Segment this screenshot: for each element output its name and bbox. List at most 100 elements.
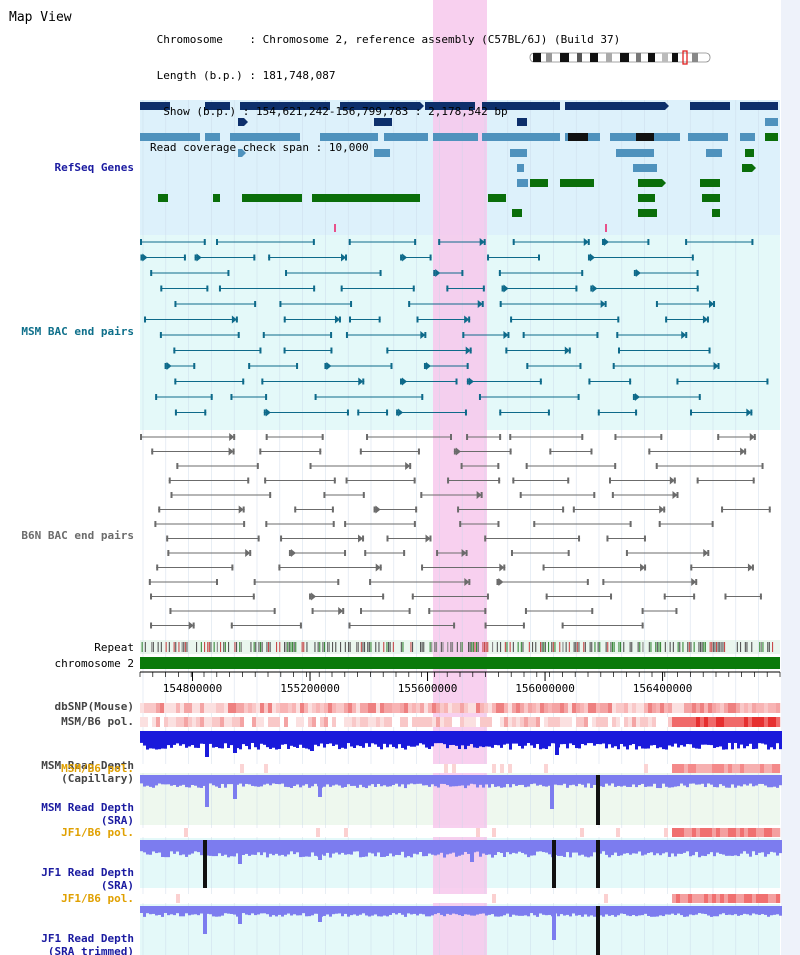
msm-sra-label[interactable]: MSM Read Depth (SRA) [41, 801, 134, 827]
msm-bac-label[interactable]: MSM BAC end pairs [21, 325, 134, 338]
heat-cell [280, 703, 285, 713]
depth-bar [368, 775, 371, 786]
heat-cell [564, 894, 569, 903]
end-pair-mark [421, 564, 424, 571]
msm-cap-label[interactable]: MSM Read Depth (Capillary) [41, 759, 134, 785]
depth-bar [254, 906, 257, 916]
heat-cell [204, 894, 209, 903]
depth-bar [149, 775, 152, 787]
heat-cell [560, 894, 565, 903]
msm-pol2-label[interactable]: MSM/B6 pol. [61, 762, 134, 775]
depth-spike [238, 840, 242, 864]
depth-bar [659, 775, 662, 789]
depth-bar [641, 906, 644, 916]
end-pair-mark [173, 347, 176, 354]
depth-bar [755, 906, 758, 915]
depth-bar [752, 906, 755, 914]
heat-cell [764, 828, 769, 837]
heat-cell [316, 703, 321, 713]
jf1-trim-label[interactable]: JF1 Read Depth (SRA trimmed) [41, 932, 134, 955]
repeat-element [402, 642, 404, 652]
depth-bar [413, 731, 416, 747]
end-pair-mark [610, 593, 613, 600]
depth-bar [572, 775, 575, 785]
depth-bar [509, 906, 512, 917]
heat-cell [524, 764, 529, 773]
depth-bar [488, 840, 491, 855]
repeat-element [314, 642, 316, 652]
end-pair-mark [349, 316, 352, 323]
depth-bar [173, 840, 176, 854]
end-pair-arrow-icon [461, 549, 467, 557]
depth-bar [215, 840, 218, 857]
depth-bar [455, 731, 458, 746]
msm-pol-label[interactable]: MSM/B6 pol. [61, 715, 134, 728]
refseq-genes-label[interactable]: RefSeq Genes [54, 161, 134, 174]
heat-cell [516, 764, 521, 773]
heat-cell [772, 894, 777, 903]
depth-bar [716, 775, 719, 788]
heat-cell [412, 828, 417, 837]
depth-bar [185, 906, 188, 914]
depth-bar [428, 731, 431, 749]
heat-cell [424, 764, 429, 773]
end-pair-mark [586, 579, 589, 585]
jf1-pol-label[interactable]: JF1/B6 pol. [61, 826, 134, 839]
repeat-element [716, 642, 718, 652]
repeat-element [541, 642, 543, 652]
repeat-element [500, 642, 502, 652]
depth-bar [521, 731, 524, 749]
end-pair-mark [759, 593, 762, 600]
end-pair-arrow-icon [740, 447, 746, 456]
heat-cell [416, 703, 421, 713]
heat-cell [428, 894, 433, 903]
repeat-element [186, 642, 188, 652]
depth-bar [314, 906, 317, 914]
heat-cell [316, 764, 321, 773]
depth-bar [395, 731, 398, 749]
heat-cell [500, 717, 505, 727]
heat-cell [504, 703, 509, 713]
depth-bar [713, 906, 716, 917]
chromosome-label[interactable]: chromosome 2 [54, 657, 134, 670]
depth-bar [755, 775, 758, 786]
repeat-element [655, 642, 657, 652]
heat-cell [140, 703, 145, 713]
heat-cell [516, 894, 521, 903]
depth-bar [659, 731, 662, 748]
repeat-element [711, 642, 713, 652]
end-pair-mark [174, 409, 177, 416]
end-pair-mark [215, 579, 218, 585]
depth-bar [506, 775, 509, 785]
depth-bar [758, 906, 761, 915]
heat-cell [608, 894, 613, 903]
gene-block [765, 133, 778, 141]
depth-bar [251, 731, 254, 743]
repeat-label[interactable]: Repeat [94, 641, 134, 654]
end-pair-mark [453, 622, 456, 629]
depth-bar [272, 840, 275, 856]
heat-cell [496, 894, 501, 903]
jf1-pol2-label[interactable]: JF1/B6 pol. [61, 892, 134, 905]
depth-bar [164, 731, 167, 749]
heat-cell [400, 717, 405, 727]
depth-bar [698, 775, 701, 785]
depth-spike [233, 731, 237, 753]
jf1-sra-label[interactable]: JF1 Read Depth (SRA) [41, 866, 134, 892]
end-pair-mark [254, 301, 257, 307]
depth-bar [416, 906, 419, 916]
repeat-element [690, 642, 692, 652]
depth-bar [476, 775, 479, 788]
depth-bar [377, 731, 380, 747]
repeat-element [658, 642, 660, 652]
b6n-bac-label[interactable]: B6N BAC end pairs [21, 529, 134, 542]
depth-bar [683, 840, 686, 853]
repeat-element [276, 642, 278, 652]
dbsnp-label[interactable]: dbSNP(Mouse) [54, 700, 134, 713]
heat-cell [212, 828, 217, 837]
strand-arrow-icon [662, 179, 666, 187]
strand-arrow-icon [665, 102, 669, 110]
heat-cell [404, 764, 409, 773]
repeat-element [544, 642, 546, 652]
